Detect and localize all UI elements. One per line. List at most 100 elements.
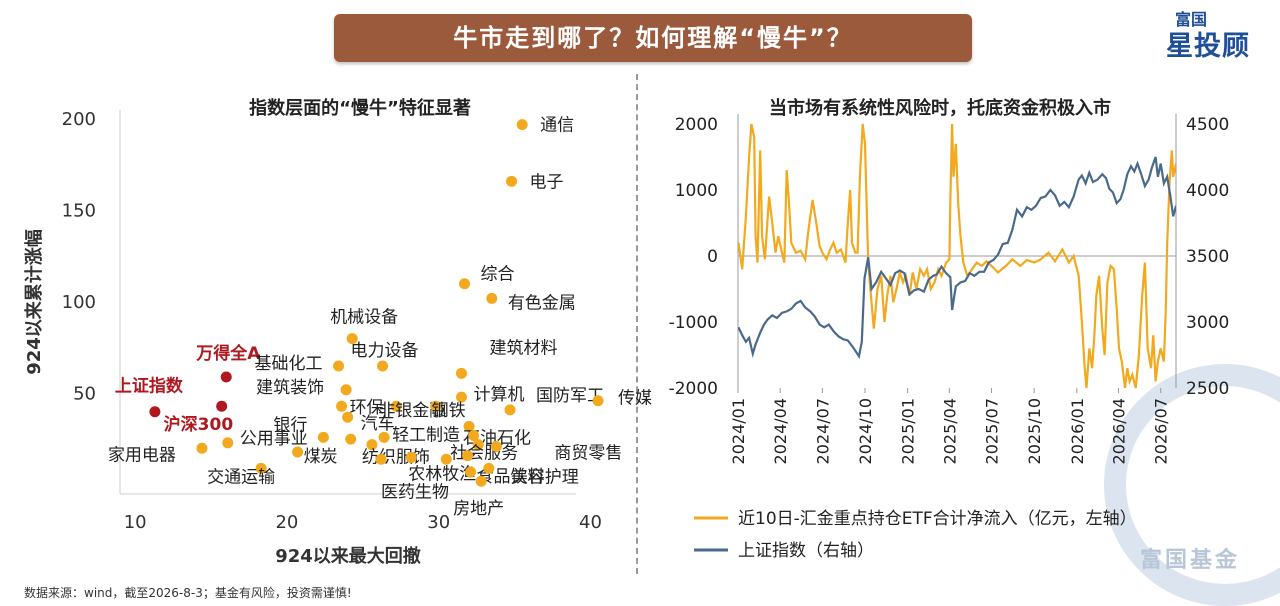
scatter-point-label: 轻工制造	[392, 425, 460, 445]
scatter-point-industry	[346, 333, 358, 345]
scatter-point-label: 机械设备	[330, 308, 398, 328]
source-footnote: 数据来源：wind，截至2026-8-3；基金有风险，投资需谨慎!	[24, 586, 352, 600]
scatter-point-industry	[465, 466, 477, 478]
scatter-point-industry	[255, 462, 267, 474]
scatter-point-industry	[455, 367, 467, 379]
line-left-tick-label: 2000	[675, 115, 718, 135]
scatter-point-label: 房地产	[453, 499, 504, 519]
scatter-point-industry	[340, 384, 352, 396]
scatter-chart-title: 指数层面的“慢牛”特征显著	[249, 98, 471, 119]
line-x-tick-label: 2026/07	[1152, 398, 1171, 464]
scatter-point-label: 建筑材料	[489, 338, 557, 358]
scatter-x-axis-label: 924以来最大回撤	[275, 545, 421, 567]
scatter-point-industry	[317, 431, 329, 443]
line-left-tick-label: -1000	[669, 313, 718, 333]
line-right-tick-label: 3500	[1186, 247, 1229, 267]
panel-divider	[636, 74, 638, 574]
watermark-text: 富国基金	[1140, 548, 1241, 573]
line-x-tick-label: 2025/01	[899, 398, 918, 464]
watermark-ring	[1104, 364, 1280, 606]
line-series-sse-index	[738, 156, 1176, 360]
scatter-point-label: 有色金属	[508, 293, 576, 313]
scatter-point-industry	[405, 451, 417, 463]
scatter-point-index	[216, 400, 228, 412]
scatter-point-industry	[504, 404, 516, 416]
scatter-point-label: 农林牧渔	[408, 464, 476, 484]
scatter-y-tick-label: 200	[62, 109, 96, 130]
scatter-point-index	[149, 406, 161, 418]
line-x-tick-label: 2025/10	[1025, 398, 1044, 464]
scatter-point-label: 电子	[530, 172, 564, 192]
scatter-point-industry	[592, 395, 604, 407]
scatter-point-label: 医药生物	[381, 482, 449, 502]
scatter-point-industry	[342, 411, 354, 423]
scatter-x-tick-label: 20	[275, 512, 298, 533]
scatter-point-label: 煤炭	[304, 447, 338, 467]
line-right-tick-label: 3000	[1186, 313, 1229, 333]
scatter-point-label: 汽车	[361, 414, 395, 434]
scatter-point-label: 公用事业	[240, 429, 308, 449]
scatter-point-label: 环保	[350, 398, 384, 418]
scatter-point-industry	[345, 433, 357, 445]
line-x-tick-label: 2025/07	[983, 398, 1002, 464]
logo-top-text: 富国	[1175, 10, 1208, 29]
scatter-x-tick-label: 10	[124, 512, 147, 533]
scatter-y-tick-label: 50	[73, 383, 96, 404]
scatter-point-industry	[390, 400, 402, 412]
scatter-point-industry	[366, 439, 378, 451]
line-x-tick-label: 2024/07	[813, 398, 832, 464]
scatter-x-tick-label: 30	[427, 512, 450, 533]
line-x-tick-label: 2024/01	[729, 398, 748, 464]
scatter-point-label: 基础化工	[255, 354, 323, 374]
line-right-tick-label: 4500	[1186, 115, 1229, 135]
scatter-point-industry	[462, 450, 474, 462]
scatter-y-tick-label: 100	[62, 292, 96, 313]
scatter-point-industry	[196, 442, 208, 454]
scatter-point-industry	[440, 453, 452, 465]
line-right-tick-label: 2500	[1186, 379, 1229, 399]
scatter-point-industry	[475, 475, 487, 487]
scatter-point-industry	[463, 420, 475, 432]
scatter-point-industry	[377, 360, 389, 372]
legend-label: 近10日-汇金重点持仓ETF合计净流入（亿元，左轴）	[738, 509, 1137, 529]
scatter-point-label: 交通运输	[207, 467, 275, 487]
scatter-point-label: 食品饮料	[477, 467, 545, 487]
line-left-tick-label: -2000	[669, 379, 718, 399]
scatter-y-axis-label: 924以来累计涨幅	[23, 229, 45, 375]
scatter-point-industry	[468, 429, 480, 441]
scatter-point-industry	[455, 391, 467, 403]
line-right-tick-label: 4000	[1186, 181, 1229, 201]
scatter-point-index	[220, 371, 232, 383]
scatter-point-industry	[483, 462, 495, 474]
legend-label: 上证指数（右轴）	[738, 541, 874, 561]
scatter-point-label: 传媒	[618, 389, 652, 409]
scatter-point-industry	[459, 278, 471, 290]
scatter-point-label: 计算机	[473, 385, 524, 405]
scatter-point-label: 美容护理	[511, 467, 579, 487]
scatter-point-industry	[292, 446, 304, 458]
line-chart: 2000 1000 0 -1000 -2000 4500 4000 3500 3000 2500 2…	[669, 114, 1280, 606]
line-x-tick-label: 2024/04	[771, 398, 790, 464]
line-x-tick-label: 2024/10	[856, 398, 875, 464]
page-title-bar: 牛市走到哪了？如何理解“慢牛”？	[334, 14, 972, 62]
scatter-point-label: 国防军工	[536, 386, 604, 406]
scatter-chart: 10 20 30 40 50 100 150 200 924以来最大回撤 924以来累计涨幅上证指…	[23, 109, 652, 567]
scatter-point-label: 沪深300	[164, 414, 234, 435]
scatter-point-label: 非银金融	[378, 401, 446, 421]
scatter-point-industry	[375, 453, 387, 465]
scatter-point-industry	[472, 439, 484, 451]
scatter-point-label: 建筑装饰	[256, 378, 324, 398]
scatter-point-industry	[222, 437, 234, 449]
line-left-tick-label: 1000	[675, 181, 718, 201]
line-x-tick-label: 2026/04	[1110, 398, 1129, 464]
line-x-tick-label: 2026/01	[1068, 398, 1087, 464]
page-title: 牛市走到哪了？如何理解“慢牛”？	[453, 24, 853, 52]
scatter-point-industry	[490, 440, 502, 452]
scatter-point-industry	[516, 119, 528, 131]
scatter-point-label: 万得全A	[195, 343, 261, 364]
scatter-point-label: 电力设备	[351, 341, 419, 361]
scatter-point-industry	[333, 360, 345, 372]
scatter-point-label: 家用电器	[108, 445, 176, 465]
scatter-point-label: 商贸零售	[554, 443, 622, 463]
scatter-point-industry	[336, 400, 348, 412]
